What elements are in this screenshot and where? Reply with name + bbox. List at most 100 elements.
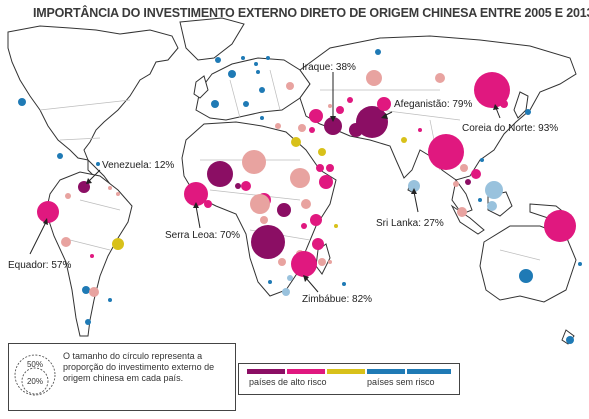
bubble-namibia bbox=[268, 280, 272, 284]
bubble-south-sudan bbox=[301, 199, 311, 209]
bubble-bangladesh bbox=[418, 128, 422, 132]
risk-color-legend: países de alto risco países sem risco bbox=[238, 363, 460, 395]
bubble-chile bbox=[82, 286, 90, 294]
bubble-madagascar bbox=[328, 260, 332, 264]
label-zimbabue: Zimbábue: 82% bbox=[302, 294, 372, 305]
bubble-poland bbox=[259, 87, 265, 93]
label-venezuela: Venezuela: 12% bbox=[102, 160, 174, 171]
australia bbox=[479, 225, 577, 303]
bubble-indonesia bbox=[487, 201, 497, 211]
bubble-senegal bbox=[184, 182, 208, 206]
bubble-botswana bbox=[287, 275, 293, 281]
bubble-afghanistan bbox=[356, 106, 388, 138]
bubble-mozambique bbox=[318, 258, 326, 266]
south-america bbox=[45, 171, 133, 337]
bubble-suriname bbox=[116, 192, 120, 196]
europe bbox=[195, 57, 311, 121]
leader-sri-lanka bbox=[413, 191, 419, 213]
bubble-malaysia bbox=[457, 207, 467, 217]
high-risk-label: países de alto risco bbox=[249, 377, 327, 387]
scale-blue-1 bbox=[367, 369, 405, 374]
bubble-laos bbox=[460, 164, 468, 172]
bubble-algeria bbox=[207, 161, 233, 187]
greenland bbox=[179, 17, 245, 61]
bubble-syria bbox=[309, 127, 315, 133]
bubble-iraq bbox=[324, 117, 342, 135]
bubble-seychelles bbox=[334, 224, 338, 228]
bubble-saudi bbox=[318, 148, 326, 156]
label-sri-lanka: Sri Lanka: 27% bbox=[376, 218, 444, 229]
bubble-ecuador bbox=[37, 201, 59, 223]
leader-venezuela bbox=[87, 169, 101, 183]
scale-magenta bbox=[287, 369, 325, 374]
label-iraque: Iraque: 38% bbox=[302, 62, 356, 73]
bubble-yemen bbox=[326, 164, 334, 172]
bubble-georgia bbox=[309, 109, 323, 123]
leader-serra-leoa bbox=[195, 205, 201, 229]
bubble-mauritius bbox=[342, 282, 346, 286]
bubble-usa bbox=[18, 98, 26, 106]
bubble-philippines bbox=[485, 181, 503, 199]
bubble-thailand bbox=[453, 181, 459, 187]
bubble-ethiopia bbox=[319, 175, 333, 189]
bubble-italy bbox=[260, 116, 264, 120]
bubble-russia-c bbox=[375, 49, 381, 55]
size-20-label: 20% bbox=[27, 377, 43, 386]
size-legend: 50% 20% O tamanho do círculo representa … bbox=[8, 343, 236, 411]
country-labels: Iraque: 38% Afeganistão: 79% Coreia do N… bbox=[8, 62, 558, 305]
bubble-uzbek bbox=[347, 97, 353, 103]
bubble-norway bbox=[241, 56, 245, 60]
size-legend-text: O tamanho do círculo representa a propor… bbox=[63, 351, 215, 383]
bubble-australia bbox=[519, 269, 533, 283]
great-britain bbox=[193, 75, 209, 99]
bubble-png bbox=[544, 210, 576, 242]
north-america bbox=[7, 25, 179, 161]
bubble-brazil bbox=[112, 238, 124, 250]
bubble-south-korea bbox=[500, 100, 508, 108]
bubble-kazakhstan bbox=[366, 70, 382, 86]
bubble-myanmar bbox=[428, 134, 464, 170]
bubble-peru bbox=[61, 237, 71, 247]
bubble-vietnam bbox=[471, 169, 481, 179]
bubble-venezuela bbox=[78, 181, 90, 193]
size-legend-circles: 50% 20% bbox=[14, 354, 56, 396]
bubble-pakistan bbox=[377, 97, 391, 111]
bubble-cuba bbox=[96, 162, 100, 166]
bubble-sweden bbox=[254, 62, 258, 66]
bubble-zimbabwe bbox=[291, 251, 317, 277]
scale-yellow bbox=[327, 369, 365, 374]
bubble-india bbox=[401, 137, 407, 143]
bubble-guinea bbox=[204, 200, 212, 208]
bubble-canada bbox=[228, 70, 236, 78]
bubble-iceland bbox=[215, 57, 221, 63]
bubble-angola bbox=[278, 258, 286, 266]
bubble-libya bbox=[242, 150, 266, 174]
leader-zimbabue bbox=[305, 277, 319, 293]
label-equador: Equador: 57% bbox=[8, 260, 71, 271]
bubble-uruguay bbox=[108, 298, 112, 302]
bubble-new-zealand bbox=[566, 336, 574, 344]
bubble-uk bbox=[211, 100, 219, 108]
bubble-cameroon bbox=[260, 216, 268, 224]
leader-equador bbox=[29, 221, 47, 255]
investment-bubbles bbox=[18, 49, 582, 344]
label-serra-leoa: Serra Leoa: 70% bbox=[165, 230, 240, 241]
bubble-north-korea bbox=[474, 72, 510, 108]
bubble-niger bbox=[241, 181, 251, 191]
bubble-bolivia bbox=[90, 254, 94, 258]
bubble-car bbox=[277, 203, 291, 217]
bubble-nigeria bbox=[250, 194, 270, 214]
scale-dark-purple bbox=[247, 369, 285, 374]
scale-blue-2 bbox=[407, 369, 451, 374]
bubble-tanzania bbox=[312, 238, 324, 250]
bubble-falklands bbox=[85, 319, 91, 325]
bubble-russia-w bbox=[256, 70, 260, 74]
japan bbox=[513, 91, 529, 119]
label-coreia: Coreia do Norte: 93% bbox=[462, 123, 558, 134]
bubble-ukraine bbox=[286, 82, 294, 90]
bubble-germany bbox=[243, 101, 249, 107]
bubble-armenia bbox=[328, 104, 332, 108]
bubble-drc bbox=[251, 225, 285, 259]
no-risk-label: países sem risco bbox=[367, 377, 435, 387]
